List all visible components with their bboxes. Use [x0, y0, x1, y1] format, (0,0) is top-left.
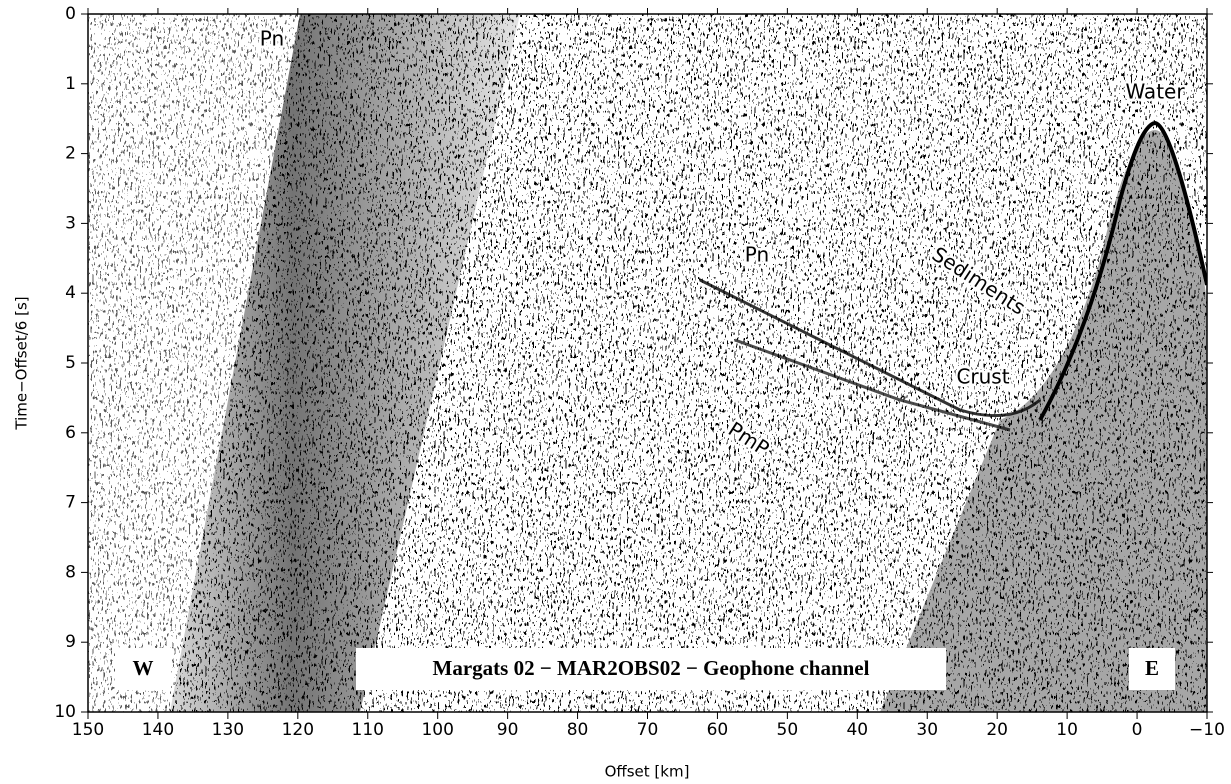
phase-label: Pn [260, 27, 284, 51]
y-tick-label: 5 [65, 353, 76, 373]
y-tick-label: 9 [65, 632, 76, 652]
dark-wedge [170, 14, 520, 712]
seismic-section [88, 14, 1207, 712]
x-tick-label: 50 [777, 720, 799, 740]
chart-title: Margats 02 − MAR2OBS02 − Geophone channe… [433, 656, 870, 680]
y-tick-label: 8 [65, 562, 76, 582]
side-label-box [1129, 648, 1175, 690]
x-axis-label: Offset [km] [605, 763, 690, 781]
pmp-arrival [734, 338, 1011, 432]
y-tick-label: 2 [65, 144, 76, 164]
x-tick-label: 10 [1056, 720, 1078, 740]
x-tick-label: 130 [212, 720, 244, 740]
y-tick-label: 4 [65, 283, 76, 303]
x-tick-label: 110 [352, 720, 384, 740]
x-tick-label: 150 [72, 720, 104, 740]
water-cone [880, 130, 1207, 712]
y-tick-label: 6 [65, 423, 76, 443]
phase-label: Pn [745, 243, 769, 267]
x-tick-label: 100 [421, 720, 453, 740]
y-tick-label: 7 [65, 493, 76, 513]
side-label-box [115, 648, 171, 690]
x-tick-label: 40 [846, 720, 868, 740]
phase-label: Water [1125, 80, 1185, 104]
x-tick-label: 90 [497, 720, 519, 740]
x-tick-label: −10 [1189, 720, 1225, 740]
x-tick-label: 60 [707, 720, 729, 740]
light-zone [88, 14, 300, 712]
y-tick-label: 3 [65, 213, 76, 233]
side-label: E [1145, 656, 1159, 680]
side-label: W [133, 656, 154, 680]
pn-arrival [699, 278, 1041, 418]
y-tick-label: 10 [54, 702, 76, 722]
x-tick-label: 80 [567, 720, 589, 740]
x-tick-label: 120 [282, 720, 314, 740]
y-tick-label: 0 [65, 4, 76, 24]
water-arrival-dark [1038, 120, 1207, 421]
x-tick-label: 0 [1132, 720, 1143, 740]
x-tick-label: 30 [916, 720, 938, 740]
x-tick-label: 70 [637, 720, 659, 740]
x-tick-label: 20 [986, 720, 1008, 740]
chart-title-box [356, 648, 946, 690]
x-tick-label: 140 [142, 720, 174, 740]
y-tick-label: 1 [65, 74, 76, 94]
phase-label: Crust [956, 365, 1009, 389]
y-axis-label: Time−Offset/6 [s] [13, 296, 31, 430]
